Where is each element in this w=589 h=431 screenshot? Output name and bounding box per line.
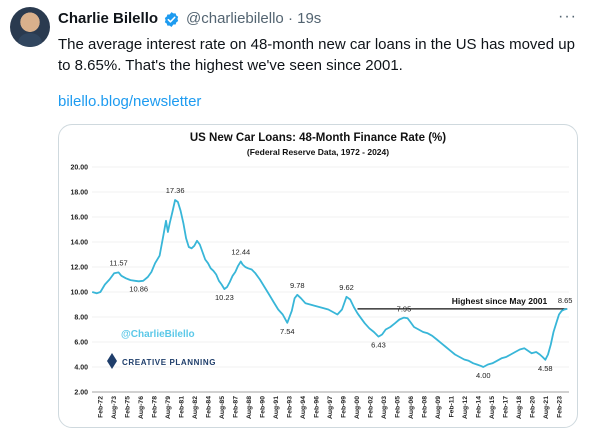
data-label: 6.43 bbox=[371, 341, 386, 350]
newsletter-link[interactable]: bilello.blog/newsletter bbox=[58, 93, 202, 110]
x-tick-label: Feb-17 bbox=[502, 396, 509, 418]
verified-badge-icon bbox=[164, 12, 179, 27]
x-tick-label: Aug-21 bbox=[543, 396, 550, 419]
creative-planning-logo: CREATIVE PLANNING bbox=[107, 353, 216, 369]
data-label: 9.78 bbox=[290, 281, 305, 290]
x-tick-label: Feb-93 bbox=[286, 396, 293, 418]
logo-text: CREATIVE PLANNING bbox=[122, 358, 216, 367]
x-tick-label: Aug-76 bbox=[138, 396, 145, 419]
y-tick-label: 18.00 bbox=[70, 190, 88, 197]
x-tick-label: Feb-96 bbox=[313, 396, 320, 418]
x-tick-label: Aug-18 bbox=[516, 396, 523, 419]
tweet-time[interactable]: · 19s bbox=[287, 10, 322, 27]
x-tick-label: Feb-99 bbox=[340, 396, 347, 418]
x-tick-label: Feb-87 bbox=[232, 396, 239, 418]
x-tick-label: Feb-75 bbox=[124, 396, 131, 418]
data-label: 12.44 bbox=[231, 248, 250, 257]
x-tick-label: Feb-11 bbox=[448, 396, 455, 418]
y-tick-label: 2.00 bbox=[74, 390, 88, 397]
x-tick-label: Feb-84 bbox=[205, 396, 212, 418]
x-tick-label: Aug-88 bbox=[246, 396, 253, 419]
more-options-icon[interactable]: ··· bbox=[558, 8, 577, 25]
x-tick-label: Aug-15 bbox=[489, 396, 496, 419]
y-tick-label: 20.00 bbox=[70, 165, 88, 172]
x-tick-label: Feb-23 bbox=[556, 396, 563, 418]
avatar[interactable] bbox=[10, 7, 50, 47]
series-line bbox=[91, 199, 568, 368]
data-label: 4.58 bbox=[538, 364, 553, 373]
x-tick-label: Aug-85 bbox=[219, 396, 226, 419]
x-tick-label: Feb-14 bbox=[475, 396, 482, 418]
data-label: 17.36 bbox=[166, 186, 185, 195]
tweet-text: The average interest rate on 48-month ne… bbox=[58, 36, 575, 74]
x-tick-label: Feb-81 bbox=[178, 396, 185, 418]
data-label: 4.00 bbox=[476, 371, 491, 380]
x-tick-label: Aug-73 bbox=[111, 396, 118, 419]
data-label: 11.57 bbox=[110, 258, 128, 267]
x-tick-label: Aug-03 bbox=[381, 396, 388, 419]
chart-image[interactable]: US New Car Loans: 48-Month Finance Rate … bbox=[58, 124, 578, 428]
y-tick-label: 16.00 bbox=[70, 215, 88, 222]
y-tick-label: 4.00 bbox=[74, 365, 88, 372]
x-tick-label: Feb-20 bbox=[529, 396, 536, 418]
author-name[interactable]: Charlie Bilello bbox=[58, 10, 159, 27]
author-handle[interactable]: @charliebilello bbox=[186, 10, 284, 27]
chart-subtitle: (Federal Reserve Data, 1972 - 2024) bbox=[247, 147, 389, 157]
x-tick-label: Feb-05 bbox=[394, 396, 401, 418]
data-label: 10.86 bbox=[129, 284, 148, 293]
x-tick-label: Aug-94 bbox=[300, 396, 307, 419]
chart-grid bbox=[92, 166, 569, 393]
x-tick-label: Feb-72 bbox=[97, 396, 104, 418]
data-label: 8.65 bbox=[558, 296, 573, 305]
x-tick-label: Aug-12 bbox=[462, 396, 469, 419]
x-tick-label: Aug-97 bbox=[327, 396, 334, 419]
y-tick-label: 10.00 bbox=[70, 290, 88, 297]
x-axis-ticks: Feb-72 Aug-73 Feb-75 Aug-76 Feb-78 Aug-79 Feb-… bbox=[97, 396, 563, 419]
x-tick-label: Aug-06 bbox=[408, 396, 415, 419]
reference-line-group: Highest since May 2001 bbox=[357, 296, 568, 310]
y-tick-label: 12.00 bbox=[70, 265, 88, 272]
x-tick-label: Feb-02 bbox=[367, 396, 374, 418]
watermark: @CharlieBilello bbox=[121, 329, 195, 340]
reference-line-label: Highest since May 2001 bbox=[452, 296, 548, 306]
data-label: 9.62 bbox=[339, 283, 354, 292]
x-tick-label: Feb-90 bbox=[259, 396, 266, 418]
interest-rate-chart: US New Car Loans: 48-Month Finance Rate … bbox=[70, 132, 573, 419]
data-label: 7.95 bbox=[397, 305, 412, 314]
x-tick-label: Aug-82 bbox=[192, 396, 199, 419]
chart-title: US New Car Loans: 48-Month Finance Rate … bbox=[190, 132, 446, 144]
data-label: 7.54 bbox=[280, 327, 295, 336]
data-labels: 11.57 10.86 17.36 10.23 12.44 7.54 9.78 9.62 6.4… bbox=[110, 186, 573, 380]
y-tick-label: 14.00 bbox=[70, 240, 88, 247]
x-tick-label: Aug-09 bbox=[435, 396, 442, 419]
x-tick-label: Feb-78 bbox=[151, 396, 158, 418]
data-label: 10.23 bbox=[215, 293, 234, 302]
x-tick-label: Aug-91 bbox=[273, 396, 280, 419]
y-tick-label: 8.00 bbox=[74, 315, 88, 322]
y-axis-ticks: 2.00 4.00 6.00 8.00 10.00 12.00 14.00 16.00 18.0… bbox=[70, 165, 88, 397]
x-tick-label: Aug-00 bbox=[354, 396, 361, 419]
x-tick-label: Feb-08 bbox=[421, 396, 428, 418]
y-tick-label: 6.00 bbox=[74, 340, 88, 347]
x-tick-label: Aug-79 bbox=[165, 396, 172, 419]
